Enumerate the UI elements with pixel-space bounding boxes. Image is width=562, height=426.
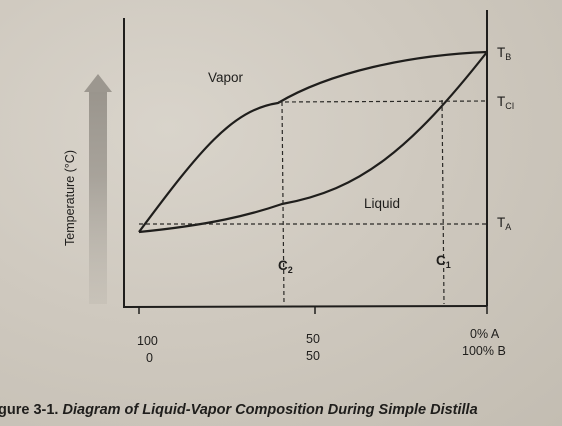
liquid-label: Liquid xyxy=(364,196,400,211)
tick-label-mid-top: 50 xyxy=(306,332,320,346)
temperature-arrow-icon xyxy=(84,74,112,304)
c2-label: C2 xyxy=(278,258,293,275)
liquid-curve xyxy=(138,51,488,234)
vapor-curve xyxy=(138,50,488,233)
c2-dashed-line xyxy=(281,101,285,305)
tick-label-left-bottom: 0 xyxy=(146,351,153,365)
c1-label: C1 xyxy=(436,253,451,270)
tick-label-right-bottom: 100% B xyxy=(462,344,506,358)
y-axis-label: Temperature (°C) xyxy=(63,150,77,246)
tick-label-mid-bottom: 50 xyxy=(306,349,320,363)
vapor-label: Vapor xyxy=(208,70,244,85)
c1-dashed-line xyxy=(441,99,445,305)
tb-label: TB xyxy=(497,45,511,62)
bottom-axis xyxy=(123,305,488,308)
figure-caption: igure 3-1. Diagram of Liquid-Vapor Compo… xyxy=(0,402,562,418)
ta-label: TA xyxy=(497,215,511,232)
tick-label-left-top: 100 xyxy=(137,334,158,348)
figure-label: igure 3-1. xyxy=(0,402,59,418)
tick-label-right-top: 0% A xyxy=(470,327,500,341)
tci-label: TCI xyxy=(497,94,514,111)
figure-caption-text: Diagram of Liquid-Vapor Composition Duri… xyxy=(62,402,478,418)
tci-dashed-line xyxy=(277,100,488,103)
